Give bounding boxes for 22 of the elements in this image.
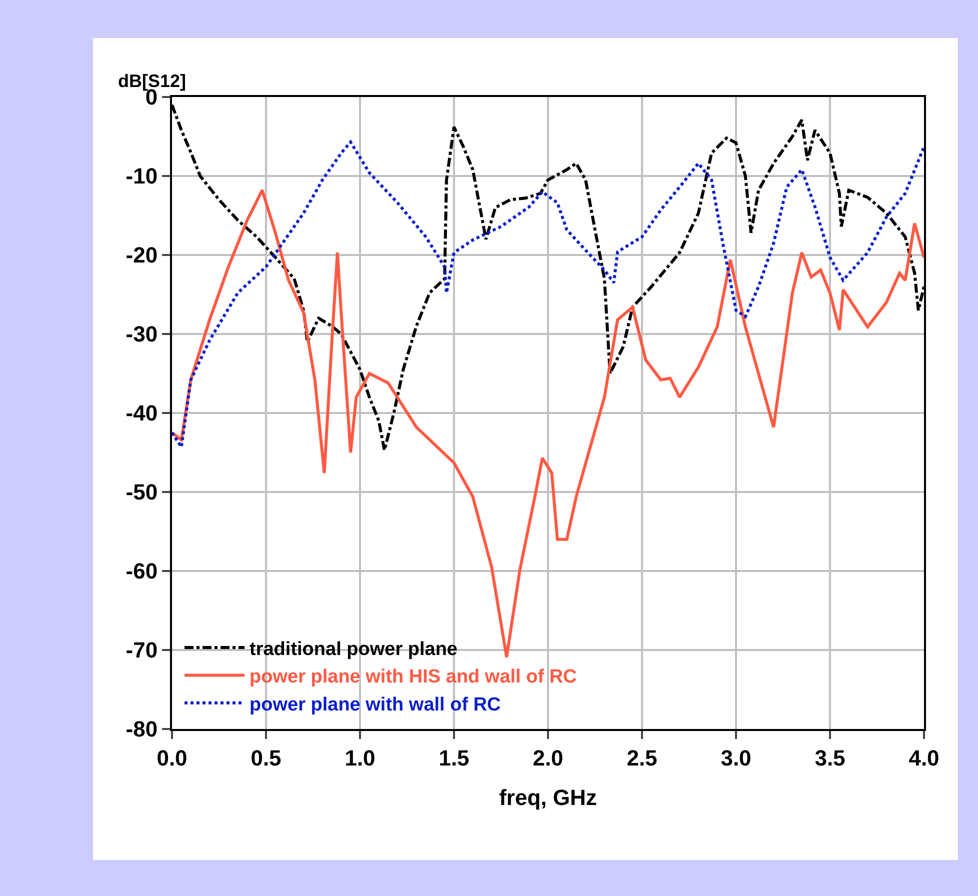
x-tick-label: 2.5: [626, 745, 658, 770]
x-tick-label: 3.5: [814, 745, 846, 770]
line-series: [172, 188, 924, 659]
y-tick-label: -70: [126, 638, 158, 663]
legend-label: traditional power plane: [250, 638, 458, 660]
legend-label: power plane with HIS and wall of RC: [250, 666, 578, 688]
x-tick-label: 1.5: [438, 745, 470, 770]
y-tick-label: -60: [126, 558, 158, 584]
y-tick-label: -30: [126, 322, 158, 347]
y-tick-label: -40: [126, 400, 158, 426]
x-tick-label: 0.5: [250, 745, 282, 770]
x-tick-label: 1.0: [344, 745, 376, 770]
y-tick-label: -20: [126, 242, 158, 268]
y-tick-label: -50: [126, 480, 158, 505]
legend-label: power plane with wall of RC: [250, 694, 502, 716]
x-axis-title: freq, GHz: [499, 784, 597, 810]
x-tick-label: 3.0: [720, 745, 752, 770]
x-tick-label: 0.0: [156, 745, 188, 770]
x-tick-label: 2.0: [532, 745, 564, 770]
y-tick-label: -10: [126, 164, 158, 189]
y-tick-label: -80: [126, 716, 158, 742]
x-tick-label: 4.0: [908, 745, 940, 770]
